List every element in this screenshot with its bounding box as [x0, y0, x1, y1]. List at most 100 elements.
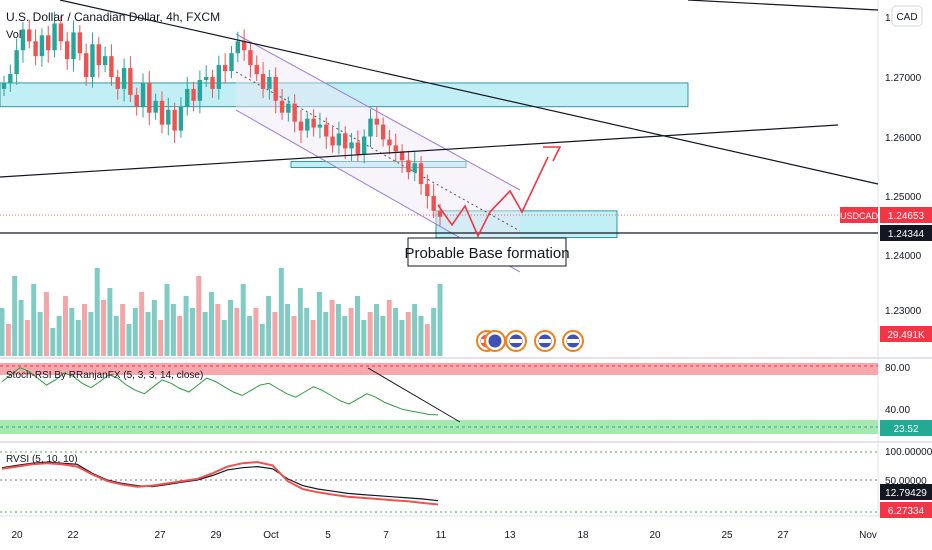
candle — [368, 118, 373, 137]
economic-events[interactable] — [476, 330, 584, 352]
trend-lines[interactable] — [0, 0, 879, 234]
candle — [317, 124, 323, 128]
candle — [229, 53, 234, 72]
volume-bar — [113, 316, 119, 356]
rvsi-badge — [880, 484, 932, 500]
us-flag-icon[interactable] — [534, 330, 556, 352]
date-axis[interactable]: 20 22 27 29 Oct 5 7 11 13 18 20 25 27 Nov — [11, 530, 876, 541]
annotation-callout[interactable]: Probable Base formation — [404, 237, 570, 267]
volume-bar — [247, 316, 253, 356]
stoch-rsi-pane — [0, 363, 878, 434]
volume-bar — [75, 320, 81, 356]
downtrend-line — [59, 0, 879, 185]
volume-bars — [0, 268, 443, 356]
volume-bar — [107, 288, 113, 356]
candle — [83, 53, 89, 77]
volume-bar — [151, 300, 157, 356]
volume-bar — [50, 328, 56, 356]
volume-bar — [170, 304, 176, 356]
candle — [305, 118, 310, 131]
price-axis[interactable]: 1.2 1.27000 1.26000 1.25000 1.24000 1.23… — [840, 5, 932, 342]
volume-bar — [393, 308, 399, 356]
volume-bar — [126, 324, 132, 356]
stoch-rsi-title: Stoch-RSI By RRanjanFX (5, 3, 3, 14, clo… — [6, 370, 203, 381]
volume-bar — [259, 324, 265, 356]
symbol-title: U.S. Dollar / Canadian Dollar, 4h, FXCM — [6, 10, 220, 24]
volume-bar — [31, 284, 37, 356]
volume-bar — [266, 296, 272, 356]
volume-bar — [189, 308, 195, 356]
volume-bar — [361, 320, 367, 356]
candle — [279, 100, 285, 113]
volume-bar — [202, 312, 208, 356]
volume-bar — [234, 308, 240, 356]
candle — [71, 32, 76, 60]
candle — [46, 35, 51, 51]
projection-path[interactable] — [437, 146, 562, 238]
volume-bar — [323, 312, 329, 356]
date-tick: Nov — [859, 530, 877, 541]
candle — [39, 35, 45, 57]
candle — [355, 142, 361, 155]
volume-bar — [69, 308, 75, 356]
date-tick: 20 — [649, 530, 661, 541]
date-tick: 22 — [67, 530, 79, 541]
candle — [140, 82, 146, 107]
volume-bar — [43, 292, 49, 356]
candle — [109, 56, 114, 77]
line-price-badge — [880, 225, 932, 241]
candle — [380, 124, 386, 140]
price-tick: 1.23000 — [885, 306, 922, 317]
us-flag-icon[interactable] — [484, 330, 506, 352]
volume-bar — [304, 308, 310, 356]
volume-bar — [437, 284, 443, 356]
date-tick: 11 — [436, 530, 447, 541]
volume-bar — [228, 300, 234, 356]
candle — [191, 88, 196, 101]
candle — [147, 82, 152, 113]
volume-bar — [221, 320, 227, 356]
candle — [14, 50, 19, 75]
rvsi-signal-line — [1, 461, 439, 506]
currency-button[interactable] — [891, 5, 923, 27]
volume-bar — [412, 304, 418, 356]
candle — [115, 77, 120, 89]
stoch-tick: 80.00 — [885, 363, 910, 374]
us-flag-icon[interactable] — [562, 330, 584, 352]
zone-mid — [290, 161, 467, 168]
volume-bar — [0, 308, 5, 356]
date-tick: 18 — [577, 530, 589, 541]
rvsi-title: RVSI (5, 10, 10) — [6, 454, 78, 465]
currency-button-label: CAD — [896, 12, 917, 23]
projection-arrowhead — [543, 146, 562, 162]
price-tick: 1.24000 — [885, 251, 922, 262]
volume-bar — [329, 300, 335, 356]
candle — [349, 142, 354, 149]
candle — [153, 100, 158, 113]
volume-bar — [374, 304, 380, 356]
volume-bar — [354, 296, 360, 356]
candle — [267, 77, 272, 89]
volume-bar — [380, 316, 386, 356]
candle — [324, 124, 329, 137]
candle — [1, 82, 7, 89]
candle — [222, 65, 228, 72]
annotation-text: Probable Base formation — [404, 245, 569, 262]
candle — [27, 29, 32, 42]
candle — [102, 56, 108, 66]
volume-bar — [120, 304, 126, 356]
flag-stripe — [510, 339, 522, 343]
channel-upper — [235, 33, 521, 191]
volume-bar — [424, 324, 430, 356]
candle — [260, 74, 266, 89]
volume-bar — [297, 288, 303, 356]
candle — [241, 41, 247, 51]
candle — [197, 79, 203, 101]
candle — [387, 139, 392, 146]
candle — [52, 23, 57, 51]
volume-bar — [285, 304, 291, 356]
us-flag-icon[interactable] — [505, 330, 527, 352]
rvsi-pane — [0, 451, 878, 513]
volume-bar — [386, 300, 392, 356]
